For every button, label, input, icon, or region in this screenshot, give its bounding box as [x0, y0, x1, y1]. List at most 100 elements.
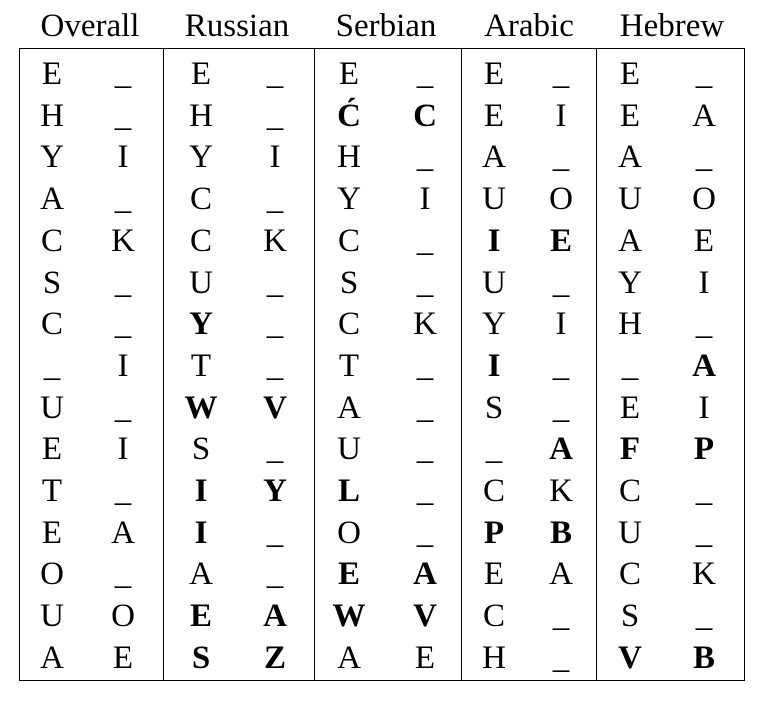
column-header-arabic: Arabic [484, 8, 574, 44]
table-cell: U [482, 264, 506, 301]
table-cell: E [693, 222, 715, 259]
table-cell: U [40, 389, 64, 426]
table-cell: C [189, 222, 212, 259]
table-cell: _ [695, 56, 713, 92]
table-cell: C [189, 181, 212, 218]
table-cell: _ [114, 306, 132, 343]
table-cell: U [482, 181, 506, 218]
table-cell: H [40, 97, 64, 134]
table-cell: Z [263, 639, 286, 676]
table-cell: K [263, 222, 287, 259]
table-cell: E [483, 97, 505, 134]
table-cell: H [337, 139, 361, 176]
table-cell: V [618, 639, 642, 676]
table-cell: _ [552, 389, 570, 426]
table-cell: _ [266, 556, 284, 593]
table-cell: _ [114, 97, 132, 134]
table-cell: A [549, 556, 573, 593]
column-divider [314, 48, 315, 681]
table-cell: I [194, 514, 208, 551]
table-cell: _ [416, 264, 434, 301]
table-cell: I [487, 222, 501, 259]
table-cell: E [337, 556, 360, 593]
table-cell: _ [266, 97, 284, 134]
table-cell: _ [416, 347, 434, 384]
table-cell: S [339, 264, 359, 301]
table-cell: _ [695, 306, 713, 343]
table-cell: U [337, 431, 361, 468]
table-cell: C [618, 473, 641, 509]
table-cell: I [419, 181, 431, 218]
table-cell: _ [416, 56, 434, 92]
table-cell: _ [552, 347, 570, 384]
table-cell: A [549, 431, 573, 468]
table-cell: A [618, 222, 642, 259]
column-header-serbian: Serbian [335, 8, 437, 44]
table-cell: _ [114, 56, 132, 92]
table-cell: O [111, 598, 135, 635]
table-cell: Y [337, 181, 361, 218]
table-cell: I [117, 431, 129, 468]
table-cell: A [40, 181, 64, 218]
table-cell: _ [114, 556, 132, 593]
column-header-hebrew: Hebrew [619, 8, 725, 44]
table-cell: E [483, 556, 505, 593]
table-cell: _ [552, 598, 570, 635]
table-cell: _ [416, 222, 434, 259]
table-cell: P [483, 514, 505, 551]
table-cell: S [191, 639, 211, 676]
table-cell: A [618, 139, 642, 176]
table-cell: W [332, 598, 366, 635]
table-cell: E [41, 431, 63, 468]
table-frame [19, 48, 745, 681]
table-cell: E [619, 97, 641, 134]
table-cell: Ć [337, 97, 361, 134]
table-cell: F [619, 431, 641, 468]
table-cell: T [190, 347, 212, 384]
table-cell: W [184, 389, 218, 426]
column-header-russian: Russian [184, 8, 290, 44]
table-cell: Y [482, 306, 506, 343]
table-cell: _ [114, 181, 132, 218]
table-cell: E [338, 56, 360, 92]
column-header-overall: Overall [40, 8, 140, 44]
table-cell: _ [114, 389, 132, 426]
table-cell: U [189, 264, 213, 301]
table-cell: _ [416, 473, 434, 509]
table-cell: A [337, 639, 361, 676]
table-cell: P [693, 431, 715, 468]
table-cell: _ [43, 347, 61, 384]
table-cell: _ [695, 514, 713, 551]
table-cell: _ [485, 431, 503, 468]
table-cell: _ [552, 56, 570, 92]
table-cell: A [189, 556, 213, 593]
table-cell: E [414, 639, 436, 676]
table-cell: I [269, 139, 281, 176]
table-cell: E [112, 639, 134, 676]
table-cell: E [549, 222, 572, 259]
table-cell: _ [552, 264, 570, 301]
table-cell: I [117, 347, 129, 384]
table-cell: E [190, 56, 212, 92]
table-cell: K [413, 306, 437, 343]
table-cell: U [40, 598, 64, 635]
table-cell: A [413, 556, 437, 593]
table-cell: _ [266, 431, 284, 468]
table-cell: _ [266, 347, 284, 384]
table-cell: C [40, 306, 63, 343]
table-cell: C [337, 306, 360, 343]
table-cell: I [698, 264, 710, 301]
table-cell: _ [416, 139, 434, 176]
table-cell: Y [40, 139, 64, 176]
table-cell: U [618, 181, 642, 218]
table-cell: _ [266, 264, 284, 301]
table-cell: H [189, 97, 213, 134]
table-cell: _ [552, 639, 570, 676]
table-cell: I [555, 306, 567, 343]
table-cell: H [618, 306, 642, 343]
table-cell: O [549, 181, 573, 218]
table-cell: C [482, 598, 505, 635]
table-cell: A [40, 639, 64, 676]
table-cell: I [487, 347, 501, 384]
